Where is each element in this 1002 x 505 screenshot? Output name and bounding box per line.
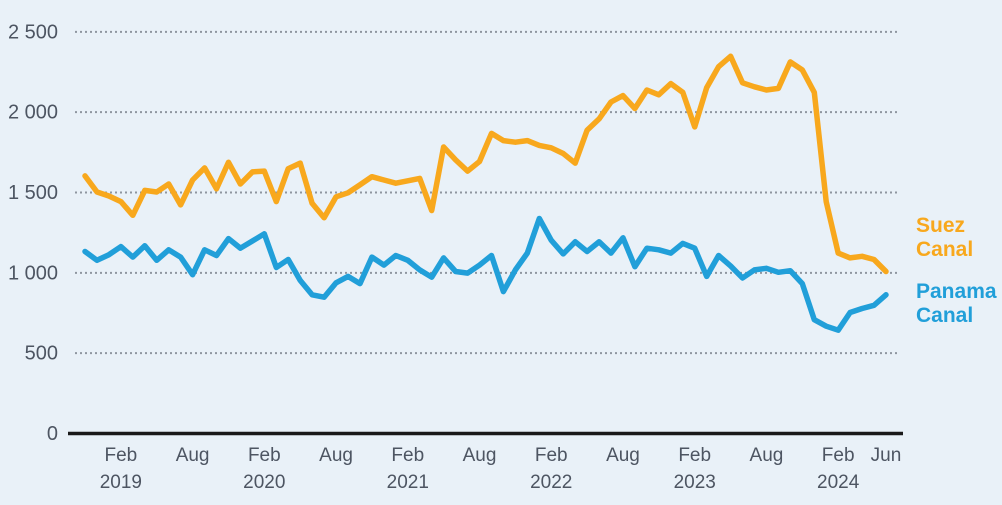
- x-axis-label-month: Aug: [750, 445, 784, 466]
- x-axis-label-year: 2020: [243, 472, 285, 493]
- y-axis-label: 1 500: [8, 182, 58, 204]
- panama-canal-line: [82, 215, 889, 333]
- y-axis-label: 2 500: [8, 21, 58, 43]
- y-axis-label: 0: [47, 423, 58, 445]
- x-axis-label-month: Feb: [678, 445, 711, 466]
- y-axis-label: 500: [25, 343, 58, 365]
- x-axis-label-year: 2021: [387, 472, 429, 493]
- x-axis-label-year: 2019: [100, 472, 142, 493]
- x-axis-label-month: Feb: [104, 445, 137, 466]
- x-axis-label-month: Jun: [871, 445, 902, 466]
- x-axis-label-month: Aug: [176, 445, 210, 466]
- x-axis-label-month: Feb: [822, 445, 855, 466]
- x-axis-label-month: Aug: [606, 445, 640, 466]
- x-axis-label-year: 2024: [817, 472, 860, 493]
- x-axis-label-month: Aug: [463, 445, 497, 466]
- x-axis-label-month: Aug: [319, 445, 353, 466]
- x-axis-label-month: Feb: [248, 445, 281, 466]
- y-axis-label: 2 000: [8, 102, 58, 124]
- x-axis-label-month: Feb: [391, 445, 424, 466]
- x-axis-label-month: Feb: [535, 445, 568, 466]
- x-axis-label-year: 2023: [674, 472, 716, 493]
- suez-canal-line: [82, 53, 889, 275]
- y-axis-label: 1 000: [8, 262, 58, 284]
- legend-panama-canal: Panama Canal: [916, 280, 997, 327]
- x-axis-label-year: 2022: [530, 472, 572, 493]
- legend-suez-canal: Suez Canal: [916, 214, 974, 261]
